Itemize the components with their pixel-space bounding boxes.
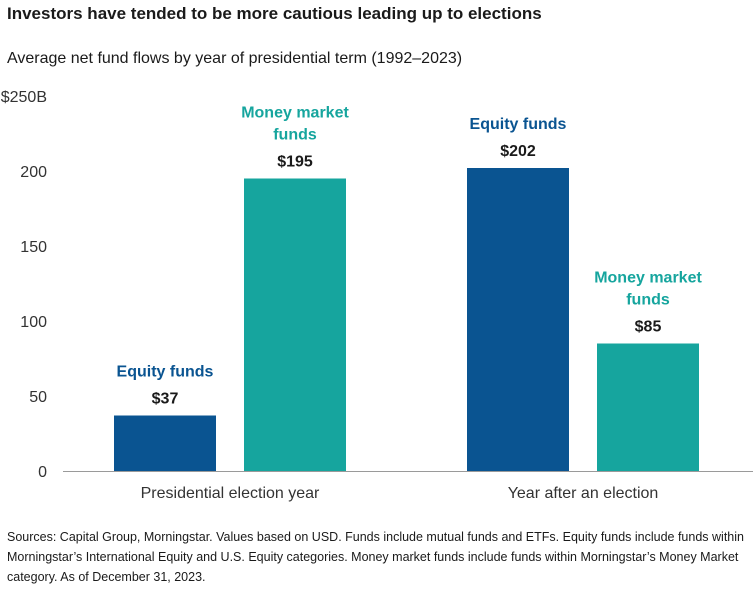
y-tick-label: 200 — [20, 164, 47, 181]
bar — [244, 178, 346, 471]
y-tick-label: 100 — [20, 314, 47, 331]
bar — [467, 168, 569, 471]
footnote: Sources: Capital Group, Morningstar. Val… — [7, 530, 744, 584]
series-label: funds — [273, 127, 317, 144]
series-label: Equity funds — [470, 116, 567, 133]
series-label: Money market — [594, 270, 702, 287]
data-label: $85 — [635, 319, 662, 336]
series-label: Money market — [241, 105, 349, 122]
chart-subtitle: Average net fund flows by year of presid… — [7, 50, 463, 67]
x-category-label: Year after an election — [508, 485, 659, 502]
y-tick-label: 150 — [20, 239, 47, 256]
x-category-label: Presidential election year — [141, 485, 320, 502]
series-label: funds — [626, 292, 670, 309]
y-tick-label: 50 — [29, 389, 47, 406]
data-label: $195 — [277, 154, 313, 171]
data-label: $37 — [152, 391, 179, 408]
chart-title: Investors have tended to be more cautiou… — [7, 4, 542, 23]
y-tick-label: $250B — [1, 89, 47, 106]
bar — [597, 343, 699, 471]
bar-chart: 0 50 100 150 200 $250B $37 Equity funds $195 Mone… — [1, 89, 753, 502]
data-label: $202 — [500, 143, 536, 160]
bar — [114, 415, 216, 471]
y-tick-label: 0 — [38, 464, 47, 481]
series-label: Equity funds — [117, 364, 214, 381]
